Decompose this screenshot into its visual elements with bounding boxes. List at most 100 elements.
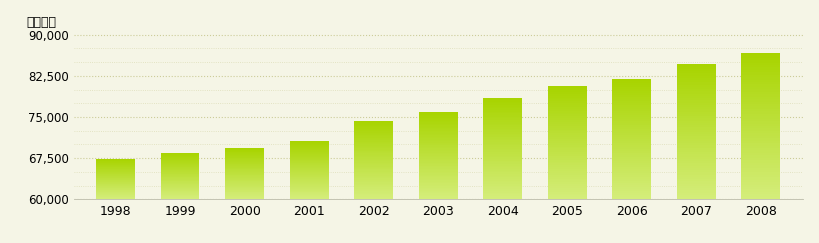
Bar	[741, 123, 780, 126]
Bar	[483, 164, 522, 166]
Bar	[741, 197, 780, 199]
Bar	[161, 168, 200, 169]
Bar	[225, 148, 264, 149]
Bar	[290, 186, 328, 187]
Bar	[483, 177, 522, 179]
Bar	[355, 122, 393, 123]
Bar	[676, 109, 716, 112]
Bar	[290, 184, 328, 185]
Bar	[548, 111, 586, 113]
Bar	[290, 172, 328, 173]
Bar	[97, 185, 135, 186]
Bar	[97, 180, 135, 181]
Bar	[355, 183, 393, 185]
Bar	[548, 137, 586, 139]
Bar	[483, 189, 522, 191]
Bar	[225, 170, 264, 171]
Bar	[613, 105, 651, 107]
Bar	[613, 115, 651, 117]
Bar	[741, 67, 780, 70]
Bar	[483, 125, 522, 127]
Bar	[613, 107, 651, 109]
Bar	[225, 173, 264, 174]
Bar	[419, 173, 458, 174]
Bar	[290, 177, 328, 178]
Bar	[483, 167, 522, 169]
Bar	[613, 129, 651, 131]
Bar	[548, 130, 586, 131]
Bar	[613, 87, 651, 89]
Bar	[290, 158, 328, 159]
Bar	[613, 193, 651, 195]
Bar	[548, 133, 586, 135]
Bar	[290, 188, 328, 189]
Bar	[355, 174, 393, 176]
Bar	[290, 155, 328, 156]
Bar	[161, 177, 200, 178]
Bar	[419, 195, 458, 196]
Bar	[419, 185, 458, 186]
Bar	[741, 163, 780, 165]
Bar	[225, 155, 264, 156]
Bar	[225, 152, 264, 153]
Bar	[548, 120, 586, 122]
Bar	[613, 127, 651, 129]
Bar	[676, 156, 716, 159]
Bar	[548, 150, 586, 152]
Bar	[676, 82, 716, 85]
Bar	[161, 190, 200, 191]
Bar	[225, 169, 264, 170]
Bar	[741, 121, 780, 124]
Bar	[676, 103, 716, 105]
Bar	[419, 163, 458, 164]
Bar	[419, 131, 458, 132]
Bar	[676, 94, 716, 96]
Bar	[741, 53, 780, 55]
Bar	[419, 198, 458, 199]
Bar	[161, 174, 200, 175]
Bar	[483, 113, 522, 115]
Bar	[483, 196, 522, 198]
Bar	[548, 165, 586, 167]
Bar	[613, 79, 651, 81]
Bar	[290, 195, 328, 196]
Bar	[741, 138, 780, 141]
Bar	[161, 188, 200, 189]
Bar	[613, 159, 651, 161]
Bar	[483, 102, 522, 103]
Bar	[613, 117, 651, 119]
Bar	[676, 192, 716, 195]
Bar	[355, 144, 393, 146]
Bar	[225, 150, 264, 151]
Bar	[161, 172, 200, 173]
Bar	[225, 156, 264, 157]
Bar	[613, 123, 651, 125]
Bar	[613, 131, 651, 133]
Bar	[613, 187, 651, 189]
Bar	[676, 152, 716, 154]
Bar	[676, 114, 716, 116]
Bar	[548, 145, 586, 147]
Bar	[613, 147, 651, 149]
Bar	[419, 125, 458, 127]
Bar	[483, 156, 522, 157]
Bar	[97, 174, 135, 175]
Bar	[161, 165, 200, 166]
Bar	[290, 153, 328, 154]
Bar	[548, 164, 586, 165]
Bar	[225, 197, 264, 198]
Bar	[613, 195, 651, 197]
Bar	[97, 169, 135, 170]
Bar	[355, 157, 393, 159]
Bar	[161, 171, 200, 172]
Bar	[355, 138, 393, 139]
Bar	[97, 196, 135, 197]
Bar	[741, 92, 780, 94]
Bar	[483, 157, 522, 159]
Bar	[741, 158, 780, 160]
Bar	[548, 194, 586, 195]
Bar	[419, 196, 458, 198]
Bar	[161, 189, 200, 190]
Bar	[548, 148, 586, 150]
Bar	[676, 64, 716, 67]
